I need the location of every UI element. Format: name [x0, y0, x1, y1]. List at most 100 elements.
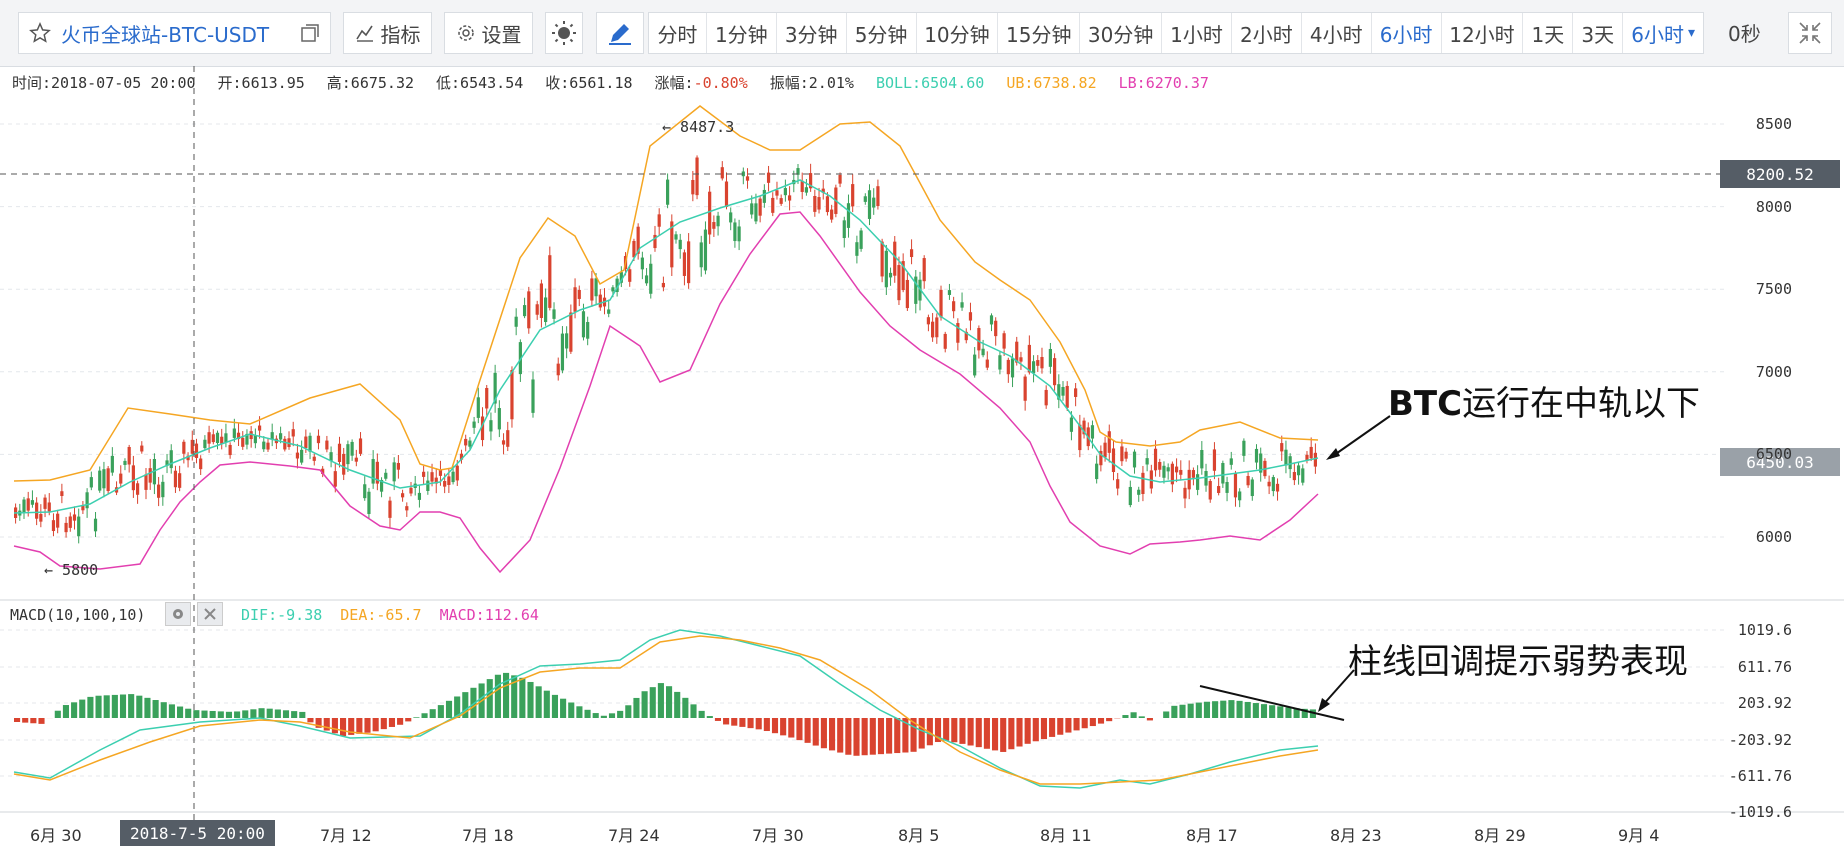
candle	[1048, 348, 1052, 367]
crosshair-date-label: 2018-7-5 20:00	[120, 820, 275, 846]
settings-button[interactable]: 设置	[444, 12, 533, 54]
period-2[interactable]: 3分钟	[777, 13, 847, 53]
candle	[329, 452, 333, 462]
candle	[426, 480, 430, 491]
candle	[1250, 479, 1254, 497]
candle	[699, 242, 703, 268]
candle	[758, 198, 762, 216]
candle	[952, 301, 956, 312]
macd-histogram-bar	[568, 702, 575, 718]
macd-histogram-bar	[1195, 702, 1202, 718]
candle	[691, 179, 695, 195]
candle	[817, 197, 821, 210]
period-11[interactable]: 12小时	[1442, 13, 1524, 53]
macd-histogram-bar	[983, 718, 990, 749]
period-5[interactable]: 15分钟	[998, 13, 1081, 53]
candle	[64, 522, 68, 533]
candle	[178, 473, 182, 488]
fullscreen-button[interactable]	[1788, 12, 1832, 54]
macd-settings-button[interactable]	[165, 602, 191, 626]
candle	[321, 468, 325, 474]
info-ub: UB:6738.82	[1006, 74, 1097, 92]
candle	[30, 500, 35, 505]
candle	[249, 431, 253, 440]
macd-histogram-bar	[543, 690, 550, 718]
candle	[1296, 465, 1301, 476]
macd-histogram-bar	[853, 718, 860, 756]
candle	[422, 471, 426, 477]
period-8[interactable]: 2小时	[1232, 13, 1302, 53]
candle	[1002, 333, 1006, 349]
macd-histogram-bar	[747, 718, 754, 729]
macd-histogram-bar	[323, 718, 330, 731]
macd-histogram-bar	[600, 715, 607, 718]
macd-histogram-bar	[1089, 718, 1096, 727]
macd-histogram-bar	[30, 718, 37, 724]
candle	[703, 229, 708, 271]
macd-histogram-bar	[519, 677, 526, 718]
candle	[127, 446, 131, 465]
date-tick: 8月 11	[1040, 826, 1092, 845]
symbol-selector[interactable]: 火币全球站-BTC-USDT	[18, 12, 331, 54]
period-12[interactable]: 1天	[1523, 13, 1574, 53]
theme-toggle-button[interactable]	[545, 12, 583, 54]
candle	[813, 196, 817, 212]
candle	[1280, 443, 1284, 452]
candle	[981, 348, 985, 356]
candle	[1137, 489, 1141, 495]
candle	[573, 287, 577, 312]
candle	[56, 513, 60, 528]
candle	[190, 439, 194, 454]
macd-histogram-bar	[1269, 705, 1276, 718]
candle	[60, 491, 64, 496]
candle	[333, 471, 337, 487]
candle	[468, 440, 472, 447]
candle	[316, 435, 321, 444]
period-13[interactable]: 3天	[1573, 13, 1624, 53]
macd-histogram-bar	[1073, 718, 1080, 731]
candle	[451, 471, 455, 483]
candle	[977, 328, 981, 351]
macd-annotation: 柱线回调提示弱势表现	[1348, 642, 1688, 682]
candle	[1132, 451, 1137, 468]
indicators-label: 指标	[380, 22, 421, 47]
period-7[interactable]: 1小时	[1162, 13, 1232, 53]
candle	[392, 462, 396, 482]
popout-icon[interactable]	[300, 23, 320, 43]
macd-histogram-bar	[14, 718, 21, 722]
candle	[535, 304, 539, 315]
candle	[922, 258, 926, 282]
candle	[539, 283, 544, 318]
candle	[123, 460, 127, 465]
period-4[interactable]: 10分钟	[917, 13, 999, 53]
macd-histogram-bar	[837, 718, 844, 753]
candle	[342, 453, 346, 475]
period-3[interactable]: 5分钟	[847, 13, 917, 53]
candle	[1196, 474, 1200, 490]
candle	[489, 420, 493, 432]
macd-close-button[interactable]	[197, 602, 223, 626]
period-9[interactable]: 4小时	[1302, 13, 1372, 53]
candle	[989, 315, 994, 325]
draw-tool-button[interactable]	[596, 12, 644, 54]
period-10[interactable]: 6小时	[1372, 13, 1442, 53]
info-amplitude: 振幅:2.01%	[769, 74, 854, 92]
sun-icon	[552, 21, 576, 45]
indicators-button[interactable]: 指标	[343, 12, 432, 54]
period-0[interactable]: 分时	[649, 13, 707, 53]
macd-histogram-bar	[739, 718, 746, 727]
candle	[485, 387, 489, 409]
boll-upper-band	[13, 105, 1319, 482]
info-open: 开:6613.95	[217, 74, 305, 92]
candle	[670, 221, 674, 268]
period-6[interactable]: 30分钟	[1080, 13, 1163, 53]
dif-value: DIF:-9.38	[241, 606, 323, 624]
candle	[787, 195, 792, 201]
period-1[interactable]: 1分钟	[707, 13, 777, 53]
macd-histogram-bar	[731, 718, 738, 726]
star-icon[interactable]	[29, 22, 51, 44]
candle	[106, 468, 110, 492]
candlestick-chart[interactable]	[0, 66, 1844, 846]
date-tick: 8月 23	[1330, 826, 1382, 845]
period-14[interactable]: 6小时 ▾	[1631, 22, 1695, 47]
